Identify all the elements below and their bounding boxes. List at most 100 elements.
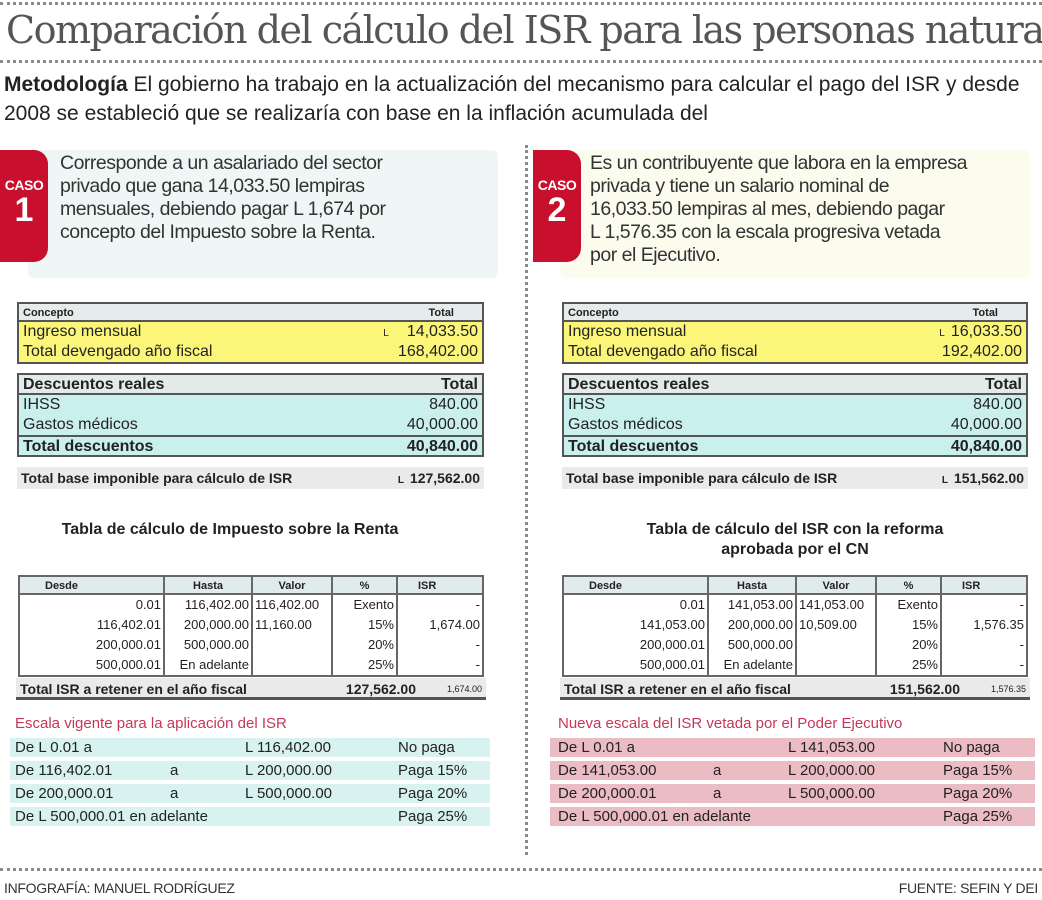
row-value: 16,033.50 xyxy=(950,323,1022,340)
case-2-income-table: Concepto Total Ingreso mensual L 16,033.5… xyxy=(562,302,1028,364)
cell-valor: 116,402.00 xyxy=(253,595,333,615)
scale-to: L 200,000.00 xyxy=(245,762,333,779)
row-value: 192,402.00 xyxy=(941,343,1022,360)
description-line: mensuales, debiendo pagar L 1,674 por xyxy=(60,198,386,220)
cell-isr: 1,576.35 xyxy=(973,617,1024,632)
row-value: 40,000.00 xyxy=(950,416,1022,433)
case-2-calc-title: Tabla de cálculo del ISR con la reforma … xyxy=(590,520,1000,560)
total-label: Total descuentos xyxy=(568,438,699,455)
table-row: 0.01 141,053.00 141,053.00 Exento - xyxy=(564,595,1026,615)
cell-percent: 25% xyxy=(877,655,942,675)
table-header: Concepto Total xyxy=(564,304,1026,322)
scale-row: De L 500,000.01 en adelante Paga 25% xyxy=(10,807,490,826)
description-line: por el Ejecutivo. xyxy=(590,244,721,266)
scale-rate: Paga 20% xyxy=(398,785,468,802)
header-isr: ISR xyxy=(962,580,981,592)
cell-desde: 200,000.01 xyxy=(564,635,709,655)
table-row: 500,000.01 En adelante 25% - xyxy=(20,655,482,675)
cell-isr: - xyxy=(1019,597,1024,612)
case-1-calc-total: Total ISR a retener en el año fiscal 127… xyxy=(16,678,486,700)
calc-total-base: 151,562.00 xyxy=(889,681,960,697)
table-row: IHSS 840.00 xyxy=(564,395,1026,415)
calc-title-line: aprobada por el CN xyxy=(721,541,869,558)
case-1-badge: CASO 1 xyxy=(0,150,48,262)
row-label: Gastos médicos xyxy=(23,416,138,433)
footer-credit: INFOGRAFÍA: MANUEL RODRÍGUEZ xyxy=(4,880,235,896)
case-2-scale-title: Nueva escala del ISR vetada por el Poder… xyxy=(558,715,903,732)
table-header: Concepto Total xyxy=(19,304,482,322)
table-row: Total devengado año fiscal 168,402.00 xyxy=(19,342,482,362)
cell-valor xyxy=(797,635,877,655)
cell-desde: 0.01 xyxy=(564,595,709,615)
calc-table-header: Desde Hasta Valor % ISR xyxy=(20,577,482,595)
row-value: 14,033.50 xyxy=(406,323,478,340)
cell-percent: 25% xyxy=(333,655,398,675)
scale-from: De L 500,000.01 en adelante xyxy=(15,808,208,825)
footer-source: FUENTE: SEFIN Y DEI xyxy=(898,880,1039,896)
cell-hasta: 200,000.00 xyxy=(709,615,797,635)
case-badge-label: CASO xyxy=(537,177,577,193)
case-2-calc-total: Total ISR a retener en el año fiscal 151… xyxy=(560,678,1030,700)
header-total: Total xyxy=(972,307,998,319)
case-2-taxable-base: Total base imponible para cálculo de ISR… xyxy=(562,467,1028,489)
cell-valor: 11,160.00 xyxy=(253,615,333,635)
scale-from: De 141,053.00 xyxy=(558,762,657,779)
table-row: 0.01 116,402.00 116,402.00 Exento - xyxy=(20,595,482,615)
case-2-deductions-table: Descuentos reales Total IHSS 840.00 Gast… xyxy=(562,373,1028,457)
title-divider xyxy=(0,60,1042,63)
currency-symbol: L xyxy=(939,328,945,339)
table-total-row: Total descuentos 40,840.00 xyxy=(19,435,482,455)
cell-valor xyxy=(253,655,333,675)
header-percent: % xyxy=(877,577,942,593)
table-row: 500,000.01 En adelante 25% - xyxy=(564,655,1026,675)
scale-from: De 200,000.01 xyxy=(558,785,657,802)
row-value-group: L 14,033.50 xyxy=(383,322,478,342)
scale-row: De L 500,000.01 en adelante Paga 25% xyxy=(550,807,1035,826)
calc-total-isr: 1,674.00 xyxy=(446,684,482,694)
scale-to: L 500,000.00 xyxy=(245,785,333,802)
cell-valor xyxy=(253,635,333,655)
table-row: 141,053.00 200,000.00 10,509.00 15% 1,57… xyxy=(564,615,1026,635)
header-total: Total xyxy=(440,376,478,393)
scale-rate: No paga xyxy=(398,739,455,756)
case-1-description-box xyxy=(28,150,498,278)
table-row: Gastos médicos 40,000.00 xyxy=(19,415,482,435)
row-label: Ingreso mensual xyxy=(568,323,687,340)
description-line: L 1,576.35 con la escala progresiva veta… xyxy=(590,221,941,243)
case-1-scale-title: Escala vigente para la aplicación del IS… xyxy=(15,715,287,732)
scale-rate: Paga 25% xyxy=(943,808,1013,825)
scale-row: De 116,402.01 a L 200,000.00 Paga 15% xyxy=(10,761,490,780)
total-value: 40,840.00 xyxy=(406,438,478,455)
cell-hasta: 500,000.00 xyxy=(709,635,797,655)
header-isr: ISR xyxy=(418,580,437,592)
row-value: 168,402.00 xyxy=(397,343,478,360)
scale-sep: a xyxy=(170,762,179,779)
scale-sep: a xyxy=(713,762,722,779)
row-value-group: L 16,033.50 xyxy=(939,322,1022,342)
row-label: Ingreso mensual xyxy=(23,323,142,340)
cell-isr: - xyxy=(1019,637,1024,652)
scale-to: L 141,053.00 xyxy=(788,739,876,756)
case-1-calc-title: Tabla de cálculo de Impuesto sobre la Re… xyxy=(61,521,399,538)
cell-percent: Exento xyxy=(877,595,942,615)
taxable-base-value: 127,562.00 xyxy=(409,470,480,486)
cell-isr: - xyxy=(475,637,480,652)
table-row: Ingreso mensual L 16,033.50 xyxy=(564,322,1026,342)
cell-hasta: 500,000.00 xyxy=(165,635,253,655)
table-row: 200,000.01 500,000.00 20% - xyxy=(20,635,482,655)
taxable-base-value-group: L 127,562.00 xyxy=(398,467,480,489)
cell-isr: - xyxy=(475,597,480,612)
cell-valor xyxy=(797,655,877,675)
table-row: 200,000.01 500,000.00 20% - xyxy=(564,635,1026,655)
header-hasta: Hasta xyxy=(165,577,253,593)
cell-isr: - xyxy=(1019,657,1024,672)
cell-isr: 1,674.00 xyxy=(429,617,480,632)
table-row: 116,402.01 200,000.00 11,160.00 15% 1,67… xyxy=(20,615,482,635)
cell-hasta: 200,000.00 xyxy=(165,615,253,635)
header-total: Total xyxy=(428,307,454,319)
cell-desde: 0.01 xyxy=(20,595,165,615)
scale-from: De L 500,000.01 en adelante xyxy=(558,808,751,825)
calc-title-line: Tabla de cálculo del ISR con la reforma xyxy=(646,521,944,538)
taxable-base-label: Total base imponible para cálculo de ISR xyxy=(566,470,838,486)
scale-from: De 116,402.01 xyxy=(15,762,113,779)
